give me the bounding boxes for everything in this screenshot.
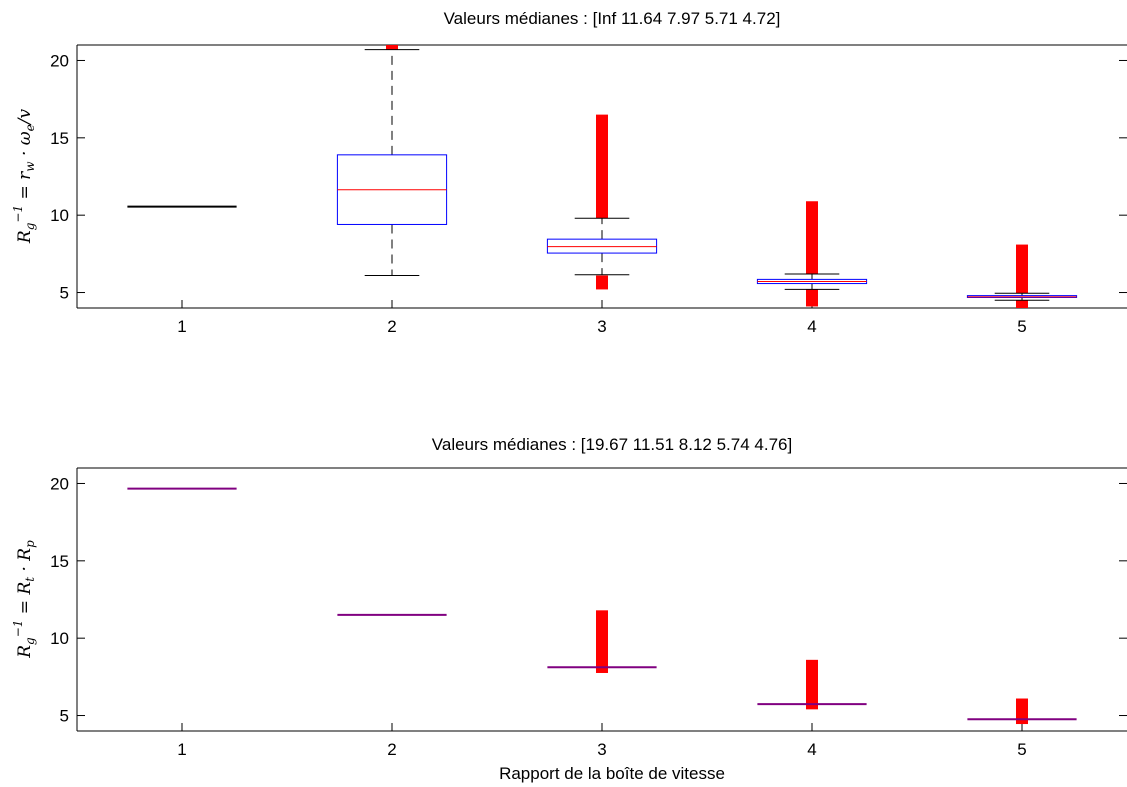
outliers-low xyxy=(1016,719,1028,725)
xtick-label: 4 xyxy=(807,317,816,336)
outliers-high xyxy=(596,114,608,219)
outliers-high xyxy=(806,201,818,274)
xtick-label: 3 xyxy=(597,317,606,336)
bottom-chart-xlabel: Rapport de la boîte de vitesse xyxy=(499,764,725,783)
outliers-low xyxy=(806,704,818,710)
ytick-label: 10 xyxy=(50,629,69,648)
xtick-label: 4 xyxy=(807,740,816,759)
box-3 xyxy=(546,114,658,290)
svg-text:Rg−1 = rw · ωe/v: Rg−1 = rw · ωe/v xyxy=(11,109,37,245)
ytick-label: 5 xyxy=(60,707,69,726)
box-5 xyxy=(966,244,1078,308)
top-plot-area: 5 10 15 20 1 2 3 4 5 xyxy=(50,44,1127,336)
ytick-label: 15 xyxy=(50,129,69,148)
xtick-label: 5 xyxy=(1017,740,1026,759)
outliers-low xyxy=(596,275,608,290)
top-chart-ylabel: Rg−1 = rw · ωe/v xyxy=(11,109,37,245)
bottom-boxplot-chart: Valeurs médianes : [19.67 11.51 8.12 5.7… xyxy=(11,435,1127,783)
box-4 xyxy=(757,659,867,710)
xtick-label: 2 xyxy=(387,740,396,759)
ytick-label: 20 xyxy=(50,51,69,70)
outliers-low xyxy=(596,667,608,673)
outliers-high xyxy=(806,659,818,705)
ytick-label: 15 xyxy=(50,552,69,571)
xtick-label: 1 xyxy=(177,740,186,759)
ytick-label: 10 xyxy=(50,206,69,225)
box-3 xyxy=(547,610,657,673)
top-boxplot-chart: Valeurs médianes : [Inf 11.64 7.97 5.71 … xyxy=(11,9,1127,336)
outliers-high xyxy=(596,610,608,668)
ytick-label: 5 xyxy=(60,284,69,303)
xtick-label: 3 xyxy=(597,740,606,759)
xtick-label: 2 xyxy=(387,317,396,336)
outliers-high xyxy=(1016,698,1028,720)
bottom-chart-ylabel: Rg−1 = Rt · Rp xyxy=(11,540,37,659)
bottom-chart-title: Valeurs médianes : [19.67 11.51 8.12 5.7… xyxy=(432,435,792,454)
outliers-low xyxy=(1016,300,1028,308)
xtick-label: 5 xyxy=(1017,317,1026,336)
ytick-label: 20 xyxy=(50,474,69,493)
outliers-high xyxy=(1016,244,1028,294)
xtick-label: 1 xyxy=(177,317,186,336)
bottom-plot-area: 5 10 15 20 1 2 3 4 5 xyxy=(50,467,1127,759)
box-2 xyxy=(336,45,448,277)
box-4 xyxy=(756,201,868,307)
svg-text:Rg−1 = Rt · Rp: Rg−1 = Rt · Rp xyxy=(11,540,37,659)
outliers-low xyxy=(806,289,818,307)
top-chart-title: Valeurs médianes : [Inf 11.64 7.97 5.71 … xyxy=(444,9,781,28)
box-5 xyxy=(967,698,1077,725)
outliers-high xyxy=(386,45,398,50)
